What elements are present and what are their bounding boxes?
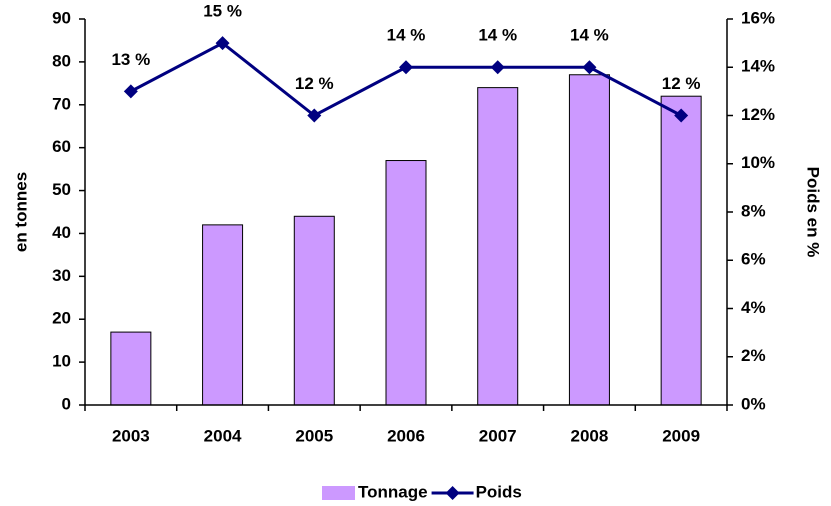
legend-swatch <box>322 486 355 500</box>
marker <box>307 108 322 123</box>
bar <box>568 74 610 406</box>
y2-axis-label: Poids en % <box>804 167 823 258</box>
data-label: 13 % <box>111 50 150 69</box>
y2-tick-label: 16% <box>741 8 775 27</box>
y2-tick-label: 14% <box>741 57 775 76</box>
x-tick-label: 2008 <box>571 426 609 445</box>
x-tick-label: 2006 <box>387 426 425 445</box>
bar <box>293 215 335 406</box>
data-label: 14 % <box>570 26 609 45</box>
y2-tick-label: 4% <box>741 298 766 317</box>
x-tick-label: 2009 <box>662 426 700 445</box>
data-label: 15 % <box>203 2 242 21</box>
y-tick-label: 0 <box>62 394 71 413</box>
y-tick-label: 90 <box>52 8 71 27</box>
data-label: 12 % <box>295 74 334 93</box>
y-tick-label: 50 <box>52 180 71 199</box>
bar <box>477 87 519 406</box>
y-tick-label: 80 <box>52 51 71 70</box>
marker <box>399 60 413 75</box>
marker <box>490 60 505 75</box>
x-tick-label: 2003 <box>112 426 150 445</box>
y-tick-label: 40 <box>52 223 71 242</box>
data-label: 12 % <box>662 74 701 93</box>
bar <box>660 95 702 406</box>
data-label: 14 % <box>478 26 517 45</box>
legend-label: Tonnage <box>358 482 428 501</box>
y2-tick-label: 6% <box>741 250 766 269</box>
legend-label: Poids <box>476 482 522 501</box>
y2-tick-label: 2% <box>741 346 766 365</box>
marker <box>674 108 689 123</box>
y-tick-label: 20 <box>52 309 71 328</box>
data-label: 14 % <box>387 26 426 45</box>
y2-tick-label: 12% <box>741 105 775 124</box>
y2-tick-label: 0% <box>741 394 766 413</box>
marker <box>215 36 230 51</box>
y2-tick-label: 8% <box>741 201 766 220</box>
y-tick-label: 30 <box>52 266 71 285</box>
bar <box>385 160 427 406</box>
marker <box>123 84 138 99</box>
x-tick-label: 2007 <box>479 426 517 445</box>
y-axis-label: en tonnes <box>11 172 30 252</box>
y-tick-label: 70 <box>52 94 71 113</box>
bar <box>110 331 152 406</box>
x-tick-label: 2005 <box>295 426 333 445</box>
x-tick-label: 2004 <box>204 426 242 445</box>
legend-marker <box>445 486 460 500</box>
y-tick-label: 60 <box>52 137 71 156</box>
y2-tick-label: 10% <box>741 153 775 172</box>
marker <box>582 60 597 75</box>
y-tick-label: 10 <box>52 352 71 371</box>
bar <box>202 224 244 406</box>
